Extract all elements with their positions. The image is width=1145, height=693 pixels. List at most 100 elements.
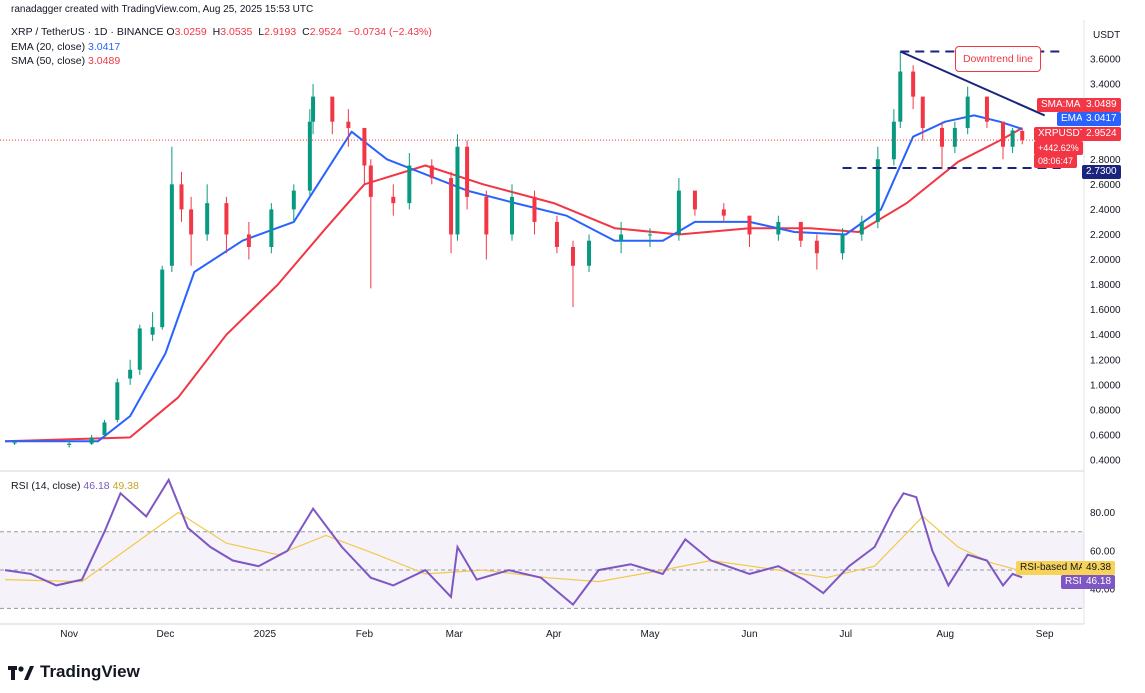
candle-body [346, 121, 351, 128]
candles[interactable] [12, 51, 1025, 448]
candle-body [137, 328, 142, 370]
price-tick-label: 2.4000 [1090, 205, 1121, 216]
price-tick-label: 2.2000 [1090, 230, 1121, 241]
candle-body [898, 71, 903, 122]
sma-legend-value: 3.0489 [88, 55, 121, 67]
candle-body [776, 221, 781, 235]
price-tick-label: 0.6000 [1090, 430, 1121, 441]
open-value: 3.0259 [174, 26, 207, 38]
candle-body [330, 96, 335, 122]
price-tick-label: 0.4000 [1090, 456, 1121, 467]
candle-body [291, 190, 296, 210]
time-tick-label: Mar [446, 629, 464, 640]
time-tick-label: Sep [1036, 629, 1054, 640]
candle-body [128, 369, 133, 379]
axis-unit[interactable]: USDT [1093, 30, 1121, 41]
candle-body [89, 437, 94, 444]
candle-body [484, 196, 489, 235]
brand-name: TradingView [40, 662, 140, 681]
candle-body [1020, 130, 1025, 141]
price-tick-label: 1.8000 [1090, 280, 1121, 291]
candle-body [692, 190, 697, 210]
time-tick-label: Jul [839, 629, 852, 640]
candle-body [429, 165, 434, 179]
candle-body [814, 240, 819, 254]
candle-body [368, 165, 373, 197]
candle-body [179, 184, 184, 210]
ohlc-readout: XRP / TetherUS · 1D · BINANCE O3.0259 H3… [11, 26, 432, 38]
candle-body [269, 209, 274, 247]
candle-body [648, 234, 652, 236]
candle-body [205, 203, 210, 235]
rsi-path [4, 477, 1023, 607]
candle-body [747, 215, 752, 235]
candle-body [532, 196, 537, 222]
sma-legend[interactable]: SMA (50, close) 3.0489 [11, 55, 121, 67]
rsi-tag-value: 46.18 [1082, 575, 1116, 589]
low-value: 2.9193 [264, 26, 297, 38]
high-value: 3.0535 [220, 26, 253, 38]
candle-body [840, 234, 845, 254]
candle-body [570, 246, 575, 266]
rsi-ma-legend-value: 49.38 [112, 480, 139, 492]
candle-body [676, 190, 681, 235]
price-tick-label: 3.6000 [1090, 55, 1121, 66]
rsi-legend[interactable]: RSI (14, close) 46.18 49.38 [11, 480, 139, 492]
price-tick-label: 1.6000 [1090, 305, 1121, 316]
ema-legend[interactable]: EMA (20, close) 3.0417 [11, 41, 121, 53]
sma-tag-value: 3.0489 [1082, 98, 1121, 112]
bar-countdown: 08:06:47 [1034, 154, 1078, 168]
candle-body [940, 127, 945, 147]
change-value: −0.0734 (−2.43%) [347, 26, 432, 38]
time-tick-label: May [641, 629, 660, 640]
rsi-tick-label: 80.00 [1090, 508, 1115, 519]
ema-tag: EMA [1057, 112, 1087, 126]
rsi-tick-label: 60.00 [1090, 546, 1115, 557]
candle-body [891, 121, 896, 160]
candle-body [619, 234, 624, 241]
candle-body [407, 165, 412, 204]
rsi-ma-tag-value: 49.38 [1082, 561, 1116, 575]
candle-body [984, 96, 989, 122]
last-price-pct: +442.62% [1034, 141, 1083, 155]
candle-body [102, 422, 107, 435]
downtrend-callout[interactable]: Downtrend line [955, 46, 1041, 72]
candle-body [449, 178, 454, 235]
chart-credit: ranadagger created with TradingView.com,… [11, 4, 314, 15]
time-tick-label: Feb [356, 629, 374, 640]
ema-tag-value: 3.0417 [1082, 112, 1121, 126]
downtrend-line [899, 50, 1046, 117]
candle-body [115, 382, 120, 420]
ema-path [5, 114, 1023, 443]
candle-body [189, 209, 194, 235]
candle-body [875, 159, 880, 222]
rsi-tick-label: 40.00 [1090, 585, 1115, 596]
brand-logo[interactable]: TradingView [8, 662, 140, 682]
ema-line [5, 114, 1023, 443]
sma-path [4, 127, 1023, 443]
candle-body [12, 442, 17, 444]
rsi-band [0, 531, 1084, 609]
sma-tag: SMA:MA [1037, 98, 1085, 112]
candle-body [391, 196, 396, 204]
candle-body [160, 269, 165, 328]
candle-body [721, 209, 726, 216]
time-tick-label: Aug [936, 629, 954, 640]
time-tick-label: Nov [60, 629, 78, 640]
candle-body [455, 146, 460, 235]
time-tick-label: 2025 [254, 629, 277, 640]
candle-body [67, 443, 72, 445]
close-value: 2.9524 [309, 26, 342, 38]
tradingview-logo-icon [8, 665, 34, 680]
candle-body [169, 184, 174, 266]
candle-body [150, 327, 155, 335]
price-tick-label: 0.8000 [1090, 405, 1121, 416]
candle-body [859, 221, 864, 235]
ema-legend-value: 3.0417 [88, 41, 121, 53]
time-tick-label: Dec [157, 629, 175, 640]
price-tick-label: 1.2000 [1090, 355, 1121, 366]
symbol-label[interactable]: XRP / TetherUS · 1D · BINANCE [11, 26, 164, 38]
price-tick-label: 2.8000 [1090, 155, 1121, 166]
price-tick-label: 2.0000 [1090, 255, 1121, 266]
